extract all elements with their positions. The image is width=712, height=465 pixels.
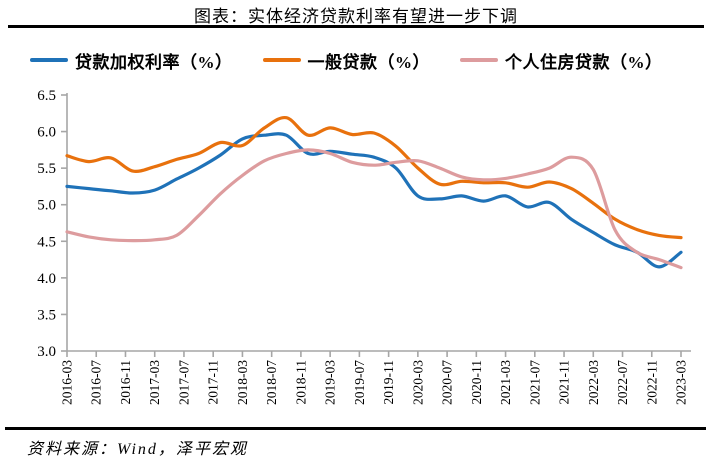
x-tick-label: 2022-07 bbox=[615, 360, 630, 405]
x-tick-label: 2021-07 bbox=[527, 360, 542, 405]
y-tick-label: 3.0 bbox=[37, 344, 56, 360]
legend-label-personal-housing-loans: 个人住房贷款（%） bbox=[505, 52, 663, 72]
legend-item-general-loans: 一般贷款（%） bbox=[262, 48, 431, 73]
title-divider bbox=[8, 25, 704, 28]
legend-line-swatch-orange bbox=[262, 58, 301, 62]
x-tick-label: 2017-03 bbox=[147, 360, 162, 405]
series-line-1 bbox=[65, 116, 683, 240]
x-tick-label: 2022-11 bbox=[644, 360, 659, 405]
x-tick-label: 2016-03 bbox=[60, 360, 75, 405]
legend-item-personal-housing-loans: 个人住房贷款（%） bbox=[460, 48, 663, 73]
series-line-0 bbox=[65, 132, 683, 269]
legend-label-general-loans: 一般贷款（%） bbox=[307, 52, 430, 72]
x-tick-label: 2016-11 bbox=[118, 360, 133, 405]
legend-line-swatch-pink bbox=[460, 58, 498, 62]
x-tick-label: 2020-03 bbox=[410, 360, 425, 405]
chart-title: 图表：实体经济贷款利率有望进一步下调 bbox=[194, 7, 518, 26]
chart-legend: 贷款加权利率（%） 一般贷款（%） 个人住房贷款（%） bbox=[30, 46, 690, 74]
source-note: 资料来源：Wind，泽平宏观 bbox=[27, 441, 248, 458]
x-tick-label: 2022-03 bbox=[586, 360, 601, 405]
legend-label-weighted-loan-rate: 贷款加权利率（%） bbox=[75, 52, 233, 72]
x-tick-label: 2020-11 bbox=[469, 360, 484, 405]
x-tick-label: 2021-03 bbox=[498, 360, 513, 405]
series-line-2 bbox=[65, 148, 683, 270]
legend-line-swatch-blue bbox=[30, 58, 68, 62]
x-tick-label: 2020-07 bbox=[440, 360, 455, 405]
x-tick-label: 2019-11 bbox=[381, 360, 396, 405]
x-tick-label: 2018-03 bbox=[235, 360, 250, 405]
x-tick-label: 2019-07 bbox=[352, 360, 367, 405]
x-tick-label: 2023-03 bbox=[674, 360, 689, 405]
legend-item-weighted-loan-rate: 贷款加权利率（%） bbox=[30, 48, 233, 73]
x-tick-label: 2017-11 bbox=[206, 360, 221, 405]
y-tick-label: 6.5 bbox=[37, 88, 56, 104]
x-tick-label: 2017-07 bbox=[176, 360, 191, 405]
y-tick-label: 6.0 bbox=[37, 125, 56, 141]
x-tick-label: 2018-07 bbox=[264, 360, 279, 405]
y-tick-label: 5.5 bbox=[37, 161, 56, 177]
x-tick-label: 2016-07 bbox=[89, 360, 104, 405]
y-tick-label: 4.0 bbox=[37, 271, 56, 287]
y-tick-label: 3.5 bbox=[37, 307, 56, 323]
x-tick-label: 2021-11 bbox=[557, 360, 572, 405]
y-tick-label: 5.0 bbox=[37, 198, 56, 214]
footer-divider bbox=[5, 427, 706, 430]
x-tick-label: 2019-03 bbox=[323, 360, 338, 405]
y-tick-label: 4.5 bbox=[37, 234, 56, 250]
x-tick-label: 2018-11 bbox=[293, 360, 308, 405]
